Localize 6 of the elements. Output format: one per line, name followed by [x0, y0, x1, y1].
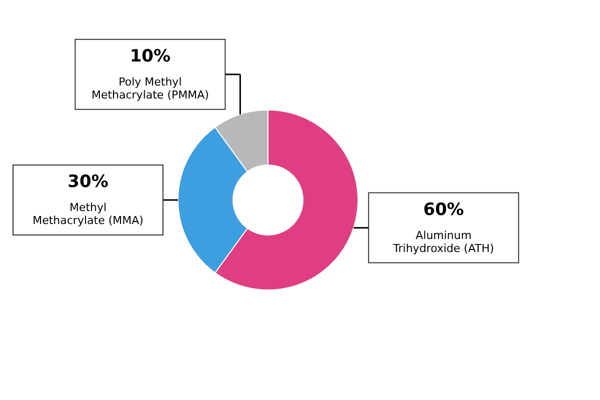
data-label: 30% [68, 172, 108, 192]
data-label: 60% [423, 200, 464, 220]
data-label: 10% [130, 46, 171, 66]
slice-label: Methyl Methacrylate (MMA) [32, 201, 144, 227]
slice-label: Poly Methyl Methacrylate (PMMA) [91, 75, 209, 102]
slice-label: Aluminum Trihydroxide (ATH) [392, 228, 494, 255]
